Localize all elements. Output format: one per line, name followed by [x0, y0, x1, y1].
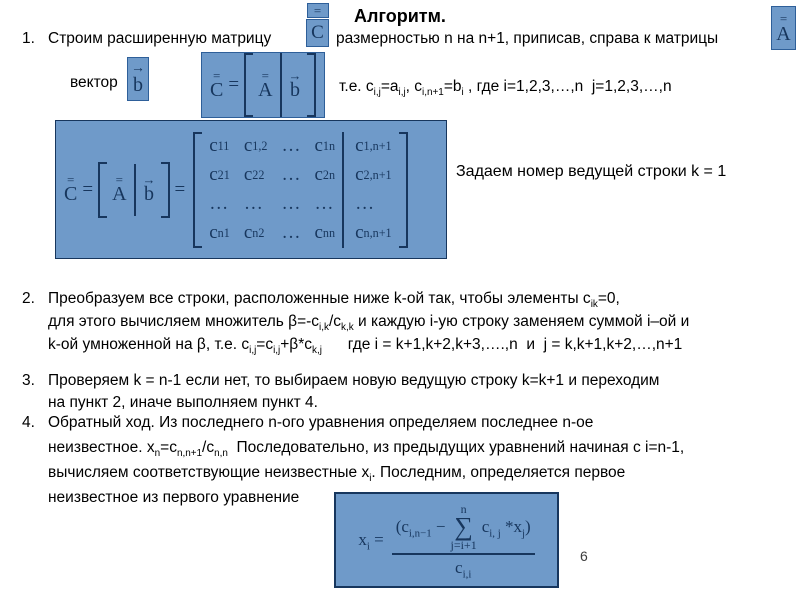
matrix-c-symbol: = C [64, 172, 78, 205]
item3: 3. Проверяем k = n-1 если нет, то выбирае… [22, 370, 659, 414]
numerator-open: (ci,n−1 − [395, 516, 446, 539]
right-bracket-icon [160, 161, 170, 218]
matrix-a-symbol: = A [258, 67, 273, 101]
left-bracket-icon [98, 161, 108, 218]
matrix-cell: … [243, 193, 263, 214]
item4-line: неизвестное. xn=cn,n+1/cn,n Последовател… [48, 439, 685, 460]
back-substitution-formula: xi = (ci,n−1 − n ∑ j=i+1 ci, j *xj) ci,i [334, 492, 559, 588]
item1-vector-label: вектор [70, 74, 118, 91]
matrix-c-letter: C [306, 19, 329, 47]
item2: 2. Преобразуем все строки, расположенные … [22, 287, 689, 356]
matrix-cell: c 1n [314, 135, 336, 156]
fraction: (ci,n−1 − n ∑ j=i+1 ci, j *xj) ci,i [391, 503, 535, 580]
matrix-cell: c 21 [209, 164, 230, 185]
vector-b-symbol: → b [127, 57, 149, 101]
sum-lower-limit: j=i+1 [450, 537, 477, 552]
fraction-denominator: ci,i [455, 557, 472, 580]
right-bracket-icon [398, 131, 408, 248]
matrix-body: c 11 c 1,2 … c 1n c 1,n+1 c 21 c 22 … c 2n c 2,n… [193, 131, 408, 248]
item1-formula-line: т.е. ci,j=ai,j, ci,n+1=bi , где i=1,2,3,… [339, 78, 672, 99]
matrix-a-letter: A [776, 22, 791, 45]
double-bar-icon: = [779, 10, 788, 26]
fraction-numerator: (ci,n−1 − n ∑ j=i+1 ci, j *xj) [391, 503, 535, 555]
matrix-cell: c 2,n+1 [342, 160, 399, 190]
item2-number: 2. [22, 290, 35, 307]
matrix-a-symbol: = A [771, 6, 796, 50]
matrix-cell: … [281, 164, 301, 185]
sum-upper-limit: n [460, 501, 467, 516]
matrix-c-symbol: = C [306, 3, 329, 47]
matrix-cell: … [281, 222, 301, 243]
item4-number: 4. [22, 414, 35, 431]
item1-text-after-c: размерностью n на n+1, приписав, справа … [336, 30, 719, 47]
matrix-cell: … [342, 189, 399, 219]
matrix-cell: c 1,n+1 [342, 131, 399, 161]
equals-sign: = [228, 74, 240, 95]
augment-divider [133, 163, 136, 216]
matrix-lhs: = C = = A → b = [64, 129, 185, 250]
item2-line: для этого вычисляем множитель β=-ci,k/ck… [48, 313, 690, 334]
vector-b-letter: b [133, 74, 143, 96]
item3-number: 3. [22, 372, 35, 389]
vector-arrow-icon: → [131, 61, 145, 76]
item4-line: неизвестное из первого уравнение [48, 489, 300, 506]
numerator-close: ci, j *xj) [481, 516, 531, 539]
matrix-cell: c 11 [209, 135, 230, 156]
matrix-c-symbol: = C [210, 67, 224, 101]
matrix-cell: c n1 [209, 222, 230, 243]
matrix-a-symbol: = A [112, 172, 127, 205]
matrix-cell: c 1,2 [243, 135, 268, 156]
matrix-cell: … [281, 135, 301, 156]
pivot-row-note: Задаем номер ведущей строки k = 1 [456, 163, 727, 180]
item2-line: k-ой умноженной на β, т.е. ci,j=ci,j+β*c… [48, 336, 683, 357]
equals-sign: = [174, 178, 186, 200]
vector-b-symbol: → b [142, 172, 156, 205]
matrix-cell: … [281, 193, 301, 214]
item1-text-before-c: Строим расширенную матрицу [48, 30, 272, 47]
item3-line: на пункт 2, иначе выполняем пункт 4. [48, 394, 318, 411]
matrix-grid: c 11 c 1,2 … c 1n c 1,n+1 c 21 c 22 … c 2n c 2,n… [202, 131, 399, 248]
matrix-cell: c nn [314, 222, 336, 243]
matrix-cell: c n2 [243, 222, 265, 243]
item1-number: 1. [22, 30, 35, 47]
right-bracket-icon [306, 53, 316, 117]
matrix-cell: c 22 [243, 164, 265, 185]
augmented-matrix-definition: = C = = A → b [201, 52, 325, 118]
matrix-cell: … [314, 193, 334, 214]
augmented-matrix-panel: = C = = A → b = c 11 c 1,2 … c 1n c 1,n+1 c 21 c… [55, 120, 447, 259]
matrix-cell: … [209, 193, 229, 214]
item4-line: 4. Обратный ход. Из последнего n-ого урав… [22, 410, 684, 435]
item2-line: 2. Преобразуем все строки, расположенные … [22, 287, 689, 310]
matrix-cell: c 2n [314, 164, 336, 185]
item4-line: вычисляем соответствующие неизвестные xi… [48, 464, 626, 485]
vector-b-symbol: → b [288, 67, 302, 101]
page-number: 6 [580, 548, 588, 564]
left-bracket-icon [244, 53, 254, 117]
left-bracket-icon [193, 131, 203, 248]
page-title: Алгоритм. [354, 6, 446, 26]
item4: 4. Обратный ход. Из последнего n-ого урав… [22, 410, 684, 510]
equals-sign: = [82, 178, 94, 200]
item3-line: 3. Проверяем k = n-1 если нет, то выбирае… [22, 370, 659, 392]
matrix-cell: c n,n+1 [342, 218, 399, 248]
double-bar-icon: = [306, 3, 329, 18]
sigma-icon: ∑ [454, 511, 473, 541]
augment-divider [279, 53, 282, 117]
formula-lhs: xi = [358, 530, 384, 553]
summation: n ∑ j=i+1 [451, 503, 477, 551]
